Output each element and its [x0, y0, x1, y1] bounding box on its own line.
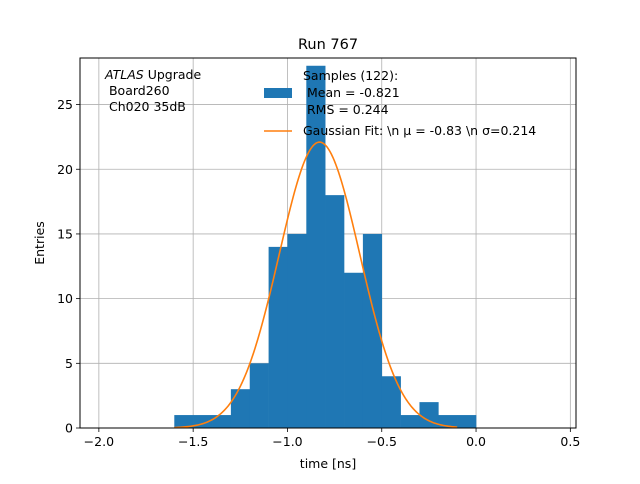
x-tick-label: −1.0: [272, 434, 302, 449]
y-tick-label: 15: [57, 226, 73, 241]
legend-mean-label: Mean = -0.821: [303, 85, 400, 100]
y-tick-label: 25: [57, 97, 73, 112]
histogram-bar: [306, 65, 326, 428]
annotation-line-3: Ch020 35dB: [105, 99, 186, 114]
x-tick-label: −1.5: [178, 434, 208, 449]
histogram-bars: [174, 65, 477, 428]
histogram-bar: [230, 389, 251, 428]
x-axis-label: time [ns]: [300, 456, 356, 471]
y-tick-label: 20: [57, 162, 73, 177]
legend-rms-label: RMS = 0.244: [303, 102, 389, 117]
histogram-bar: [362, 233, 383, 428]
x-axis-ticks: −2.0 −1.5 −1.0 −0.5 0.0 0.5: [84, 428, 580, 449]
y-tick-label: 5: [65, 356, 73, 371]
plot-frame: [79, 57, 577, 429]
x-tick-label: 0.0: [466, 434, 486, 449]
legend: Samples (122): Mean = -0.821 RMS = 0.244…: [264, 68, 536, 138]
chart-title: Run 767: [298, 37, 358, 53]
gaussian-fit: [174, 141, 458, 429]
y-tick-label: 10: [57, 291, 73, 306]
legend-histogram-swatch: [264, 88, 292, 98]
histogram-bar: [381, 376, 401, 428]
x-tick-label: −0.5: [367, 434, 397, 449]
annotation-upgrade: Upgrade: [144, 67, 202, 82]
legend-samples-label: Samples (122):: [303, 68, 398, 83]
histogram-bar: [325, 195, 345, 428]
histogram-bar: [287, 233, 307, 428]
atlas-annotation: ATLAS Upgrade Board260 Ch020 35dB: [104, 67, 201, 114]
gaussian-fit-curve: [174, 141, 458, 429]
y-tick-label: 0: [65, 421, 73, 436]
x-tick-label: −2.0: [84, 434, 114, 449]
x-tick-label: 0.5: [560, 434, 580, 449]
annotation-atlas: ATLAS: [104, 67, 144, 82]
histogram-bar: [419, 402, 439, 428]
histogram-bar: [268, 246, 288, 428]
y-axis-ticks: 0 5 10 15 20 25: [57, 97, 80, 436]
annotation-line-2: Board260: [105, 83, 170, 98]
histogram-bar: [249, 363, 269, 428]
histogram-bar: [400, 415, 420, 428]
histogram-bar: [212, 415, 232, 428]
legend-fit-label: Gaussian Fit: \n μ = -0.83 \n σ=0.214: [303, 123, 536, 138]
y-axis-label: Entries: [32, 221, 47, 265]
annotation-line-1: ATLAS Upgrade: [104, 67, 201, 82]
histogram-bar: [344, 272, 364, 428]
histogram-bar: [457, 415, 477, 428]
histogram-bar: [174, 415, 194, 428]
